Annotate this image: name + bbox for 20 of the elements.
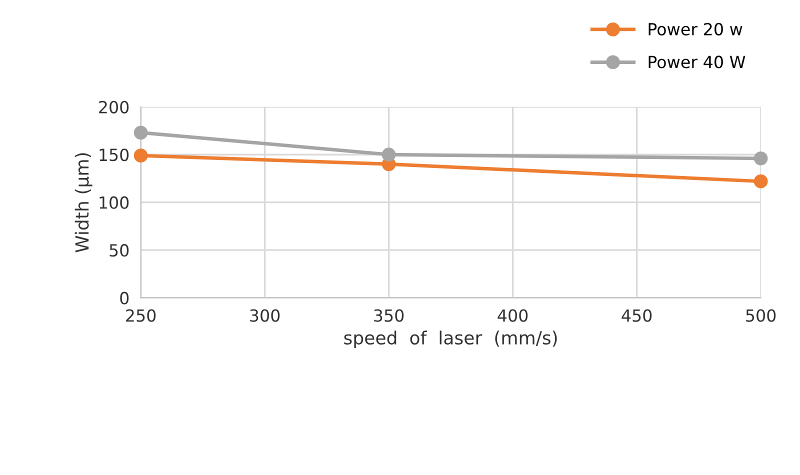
- y-axis-title: Width (µm): [74, 153, 92, 252]
- legend-label: Power 20 w: [648, 22, 742, 36]
- x-tick-label: 500: [746, 309, 776, 322]
- x-tick-label: 450: [622, 309, 652, 322]
- point: [382, 148, 396, 162]
- point: [134, 148, 148, 163]
- point: [754, 151, 768, 166]
- legend-label: Power 40 W: [648, 56, 746, 68]
- point: [134, 126, 148, 140]
- x-tick-label: 400: [498, 309, 528, 322]
- y-tick-label: 100: [100, 196, 129, 209]
- y-tick-label: 0: [120, 292, 129, 304]
- y-tick-label: 50: [110, 244, 129, 257]
- x-tick-label: 250: [126, 309, 156, 322]
- x-axis-title: speed of laser (mm/s): [344, 330, 557, 348]
- x-tick-label: 300: [250, 309, 280, 322]
- y-tick-label: 200: [99, 100, 129, 114]
- x-tick-label: 350: [374, 309, 404, 322]
- y-tick-label: 150: [100, 148, 129, 162]
- point: [754, 174, 768, 188]
